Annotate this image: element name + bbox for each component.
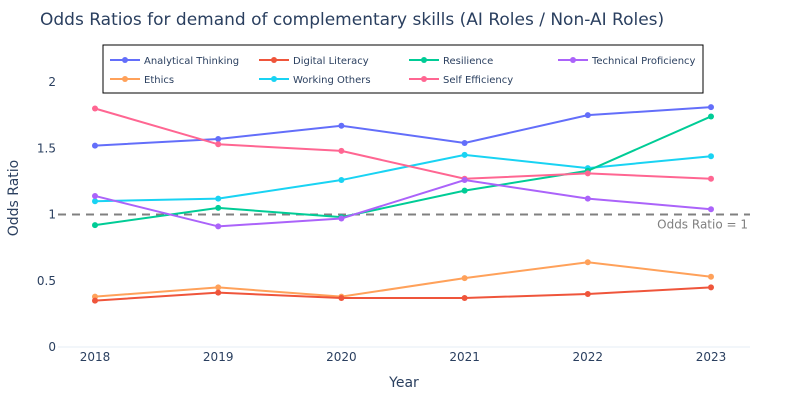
legend-swatch-marker: [421, 57, 427, 63]
legend-swatch-marker: [271, 57, 277, 63]
y-axis-title: Odds Ratio: [6, 160, 22, 236]
data-point: [461, 177, 468, 184]
data-point: [584, 259, 591, 266]
data-point: [708, 104, 714, 111]
legend-item: Self Efficiency: [409, 75, 513, 86]
x-axis: 2018 2019 2020 2021 2022 2023: [58, 346, 750, 364]
x-tick-label: 2019: [203, 350, 234, 364]
data-point: [708, 175, 714, 182]
legend-label: Analytical Thinking: [144, 56, 239, 67]
data-point: [338, 147, 345, 154]
series-line: [94, 179, 712, 228]
legend-item: Analytical Thinking: [110, 56, 239, 67]
series: [92, 151, 714, 205]
data-point: [338, 294, 345, 301]
data-point: [461, 151, 468, 158]
series: [92, 104, 714, 149]
data-point: [215, 223, 222, 230]
data-point: [584, 291, 591, 297]
data-point: [215, 204, 222, 211]
reference-line-group: Odds Ratio = 1: [58, 213, 750, 232]
data-point: [584, 170, 591, 177]
x-axis-title: Year: [388, 375, 419, 391]
chart-title: Odds Ratios for demand of complementary …: [40, 10, 664, 30]
series: [92, 177, 714, 230]
y-tick-label: 1.5: [37, 141, 56, 155]
legend-item: Resilience: [409, 56, 493, 67]
x-tick-label: 2022: [573, 350, 604, 364]
data-point: [215, 141, 222, 148]
data-point: [215, 195, 222, 202]
data-point: [338, 215, 345, 222]
series-group: [92, 104, 714, 304]
y-tick-label: 1: [48, 208, 56, 222]
data-point: [708, 284, 714, 291]
legend-item: Digital Literacy: [259, 56, 369, 67]
data-point: [584, 112, 591, 119]
data-point: [92, 297, 98, 304]
legend-item: Working Others: [259, 75, 371, 86]
x-tick-label: 2018: [80, 350, 111, 364]
legend-label: Resilience: [443, 56, 493, 67]
data-point: [215, 284, 222, 291]
legend-label: Ethics: [144, 75, 174, 86]
data-point: [92, 105, 98, 112]
legend-swatch-marker: [122, 76, 128, 82]
y-axis: 0 0.5 1 1.5 2: [37, 75, 56, 354]
x-tick-label: 2021: [449, 350, 480, 364]
legend-label: Self Efficiency: [443, 75, 513, 86]
series: [92, 113, 714, 229]
data-point: [708, 206, 714, 213]
data-point: [92, 192, 98, 199]
x-tick-label: 2023: [696, 350, 727, 364]
series-line: [94, 261, 712, 298]
data-point: [338, 177, 345, 184]
series-line: [94, 115, 712, 227]
data-point: [461, 139, 468, 146]
data-point: [584, 195, 591, 202]
data-point: [215, 289, 222, 296]
legend-box: [102, 44, 704, 94]
legend-label: Working Others: [293, 75, 371, 86]
legend: Analytical Thinking Ethics Digital Literac…: [102, 44, 704, 94]
data-point: [708, 273, 714, 280]
legend-label: Technical Proficiency: [591, 56, 696, 67]
data-point: [461, 294, 468, 301]
legend-label: Digital Literacy: [293, 56, 369, 67]
series-line: [94, 107, 712, 180]
x-tick-label: 2020: [326, 350, 357, 364]
legend-swatch-marker: [421, 76, 427, 82]
legend-item: Ethics: [110, 75, 174, 86]
series-line: [94, 106, 712, 147]
y-tick-label: 0: [48, 340, 56, 354]
data-point: [338, 122, 345, 129]
legend-swatch-marker: [570, 57, 576, 63]
legend-item: Technical Proficiency: [558, 56, 696, 67]
data-point: [92, 198, 98, 205]
y-tick-label: 2: [48, 75, 56, 89]
series: [92, 259, 714, 300]
legend-swatch-marker: [271, 76, 277, 82]
y-tick-label: 0.5: [37, 274, 56, 288]
data-point: [461, 275, 468, 282]
series: [92, 284, 714, 304]
data-point: [92, 142, 98, 149]
data-point: [215, 135, 222, 142]
series-line: [94, 286, 712, 302]
reference-line-label: Odds Ratio = 1: [657, 218, 748, 232]
data-point: [461, 187, 468, 194]
legend-swatch-marker: [122, 57, 128, 63]
data-point: [708, 153, 714, 160]
series-line: [94, 153, 712, 203]
data-point: [92, 222, 98, 229]
series: [92, 105, 714, 182]
data-point: [708, 113, 714, 120]
